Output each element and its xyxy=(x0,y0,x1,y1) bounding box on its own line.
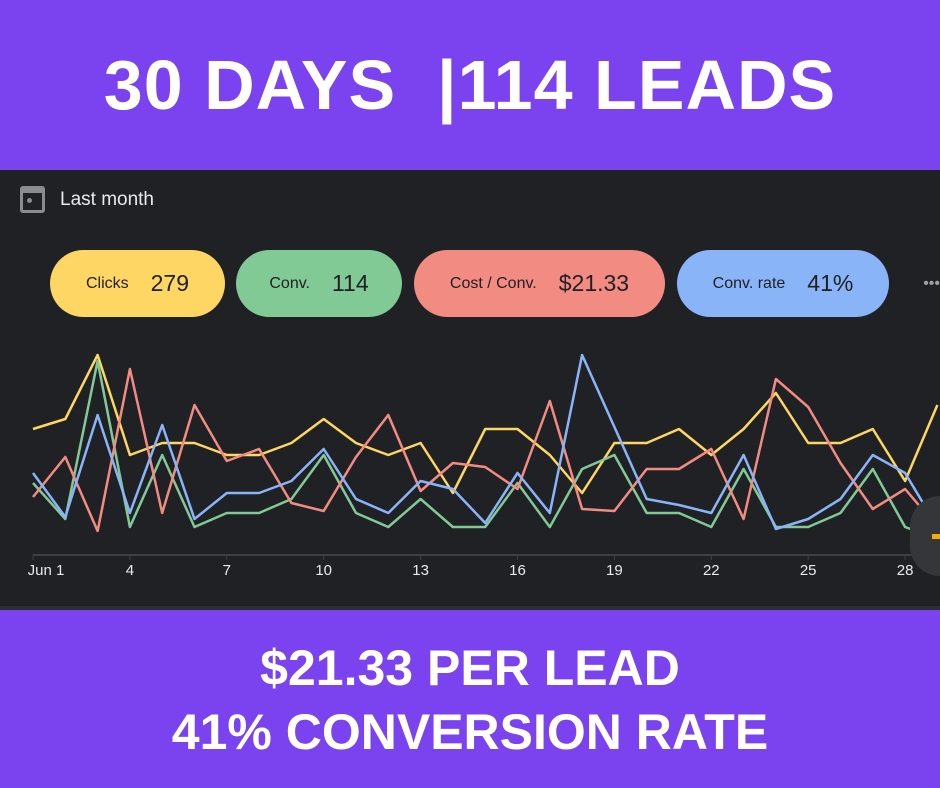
metric-label: Conv. rate xyxy=(712,274,786,292)
cost-per-lead-text: $21.33 PER LEAD xyxy=(260,640,680,696)
floating-action-button[interactable] xyxy=(910,496,940,576)
metric-value: 114 xyxy=(331,270,369,296)
series-line-cost-conv- xyxy=(32,367,939,533)
metric-value: $21.33 xyxy=(558,270,630,296)
metric-value: 279 xyxy=(150,270,190,296)
metric-clicks[interactable]: Clicks 279 xyxy=(50,250,225,317)
x-tick-label: 25 xyxy=(800,562,817,579)
footer: $21.33 PER LEAD 41% CONVERSION RATE xyxy=(0,614,940,788)
x-tick-label: 16 xyxy=(509,562,526,579)
x-tick-label: 28 xyxy=(897,562,914,579)
metric-label: Clicks xyxy=(85,274,129,292)
x-tick-label: 19 xyxy=(606,562,623,579)
series-line-conv-rate xyxy=(31,353,939,531)
x-tick-label: Jun 1 xyxy=(28,562,65,579)
metric-label: Cost / Conv. xyxy=(449,274,537,292)
series-line-conv- xyxy=(32,359,938,541)
metric-conversion-rate[interactable]: Conv. rate 41% xyxy=(677,250,889,317)
metric-cost-per-conversion[interactable]: Cost / Conv. $21.33 xyxy=(414,250,665,317)
line-chart: Jun 1 4 7 10 13 16 19 22 25 28 xyxy=(28,353,940,579)
metric-conversions[interactable]: Conv. 114 xyxy=(236,250,402,317)
performance-panel: Last month Clicks 279 Conv. 114 Cost / C… xyxy=(0,170,940,610)
calendar-icon xyxy=(20,186,45,213)
x-tick-label: 13 xyxy=(412,562,429,579)
metric-value: 41% xyxy=(807,270,854,296)
date-range-label: Last month xyxy=(60,188,154,210)
more-icon[interactable]: ••• xyxy=(923,275,940,292)
headline: 30 DAYS |114 LEADS xyxy=(103,46,837,124)
x-tick-label: 4 xyxy=(126,562,134,579)
date-range-selector[interactable]: Last month xyxy=(20,186,154,213)
conversion-rate-text: 41% CONVERSION RATE xyxy=(171,704,769,760)
x-tick-label: 22 xyxy=(703,562,720,579)
metric-label: Conv. xyxy=(269,274,310,292)
minus-icon xyxy=(932,534,940,539)
x-tick-label: 10 xyxy=(315,562,332,579)
x-tick-label: 7 xyxy=(223,562,231,579)
